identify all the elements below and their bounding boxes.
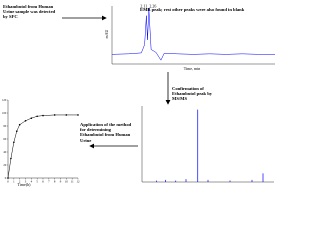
x-tick-label: 4 [31, 180, 33, 184]
data-point [7, 177, 9, 179]
application-box: Application of the method for determinin… [80, 122, 132, 143]
chromatogram-line [111, 8, 275, 61]
page: Ethambutol from Human Urine sample was d… [2, 3, 275, 187]
confirmation-text: Confirmation of Ethambutol peak by MS/MS [172, 86, 213, 102]
data-point [13, 141, 15, 144]
x-tick-label: 12 [77, 180, 81, 184]
y-tick-label: 0 [5, 177, 7, 180]
axis [141, 106, 274, 183]
axis [111, 6, 275, 65]
x-tick-label: 3 [25, 180, 27, 184]
y-tick-label: 100 [2, 112, 7, 115]
application-text: Application of the method for determinin… [80, 122, 132, 143]
x-tick-label: 9 [60, 180, 62, 184]
axis [7, 100, 78, 179]
x-axis-label: Time(h) [18, 182, 32, 187]
x-tick-label: 7 [48, 180, 50, 184]
x-tick-label: 0 [7, 180, 9, 184]
x-tick-label: 5 [36, 180, 38, 184]
data-point [24, 120, 27, 122]
data-point [65, 114, 68, 116]
x-axis-label: Time, min [184, 66, 201, 72]
data-point [30, 117, 33, 119]
x-tick-label: 8 [54, 180, 56, 184]
time-course-line [7, 114, 78, 179]
data-point [10, 157, 12, 160]
data-point [36, 115, 38, 118]
y-tick-label: 40 [3, 151, 6, 154]
y-axis-label: mAU [104, 29, 109, 38]
data-point [15, 130, 18, 132]
y-tick-label: 20 [3, 164, 6, 167]
x-tick-label: 6 [42, 180, 44, 184]
figure: Ethambutol from Human Urine sample was d… [2, 3, 275, 187]
peak-label: 2.11 [140, 3, 147, 8]
x-tick-label: 11 [71, 180, 74, 184]
x-tick-label: 10 [65, 180, 69, 184]
data-point [42, 114, 44, 117]
x-tick-label: 2 [19, 180, 21, 184]
detection-box: Ethambutol from Human Urine sample was d… [3, 4, 56, 20]
data-point [53, 114, 56, 116]
detection-text: Ethambutol from Human Urine sample was d… [3, 4, 56, 20]
y-tick-label: 120 [2, 99, 7, 102]
confirmation-box: Confirmation of Ethambutol peak by MS/MS [172, 86, 213, 102]
y-tick-label: 80 [3, 125, 6, 128]
y-tick-label: 60 [3, 138, 6, 141]
data-point [18, 123, 21, 126]
x-tick-label: 1 [13, 180, 15, 184]
annotation: EMB peak; rest other peaks were also fou… [140, 7, 245, 12]
data-point [77, 114, 79, 116]
peak-label: 2.26 [149, 3, 156, 8]
